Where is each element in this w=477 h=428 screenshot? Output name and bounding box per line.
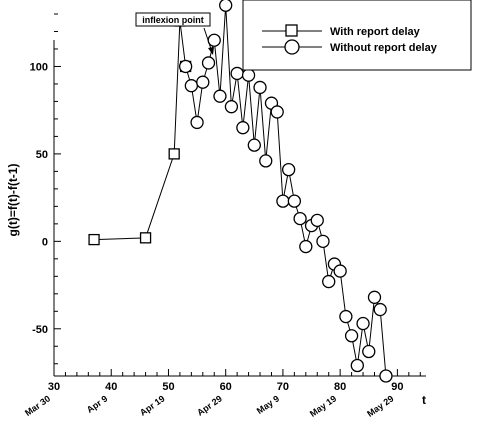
legend-box: [242, 0, 472, 71]
data-point-circle: [224, 100, 239, 114]
data-point-circle: [379, 369, 393, 383]
date-label: May 19: [308, 393, 338, 418]
series-line: [94, 20, 187, 241]
x-tick-label: 80: [334, 381, 346, 393]
x-tick-label: 90: [391, 381, 403, 393]
data-point-circle: [333, 264, 347, 278]
y-tick-label: -50: [32, 324, 48, 336]
data-point-circle: [247, 138, 261, 152]
data-point-circle: [299, 239, 313, 254]
series-with-report-delay: [88, 15, 192, 246]
data-point-circle: [270, 105, 284, 119]
data-point-circle: [236, 121, 250, 135]
date-label: Apr 29: [195, 393, 224, 417]
data-point-circle: [196, 75, 210, 89]
legend-label-without-delay: Without report delay: [330, 42, 438, 54]
axes: 30 40 50 60 70 80 90 Mar 30 Apr 9 Apr 19 Apr 29 May…: [23, 13, 426, 419]
data-point-circle: [276, 194, 290, 208]
data-point-square: [88, 233, 100, 246]
data-point-square: [168, 148, 180, 160]
data-point-circle: [190, 115, 204, 130]
data-point-circle: [367, 290, 382, 304]
data-point-circle: [213, 89, 227, 103]
data-point-circle: [322, 274, 336, 289]
data-point-circle: [219, 0, 233, 12]
data-point-circle: [207, 33, 221, 47]
date-label: May 9: [255, 393, 281, 416]
data-point-square: [139, 232, 152, 244]
x-tick-label: 50: [162, 381, 174, 393]
series-without-report-delay: [178, 0, 393, 383]
data-point-circle: [178, 59, 193, 74]
y-tick-label: 100: [30, 61, 48, 73]
legend-label-with-delay: With report delay: [330, 26, 421, 38]
legend: With report delay Without report delay: [242, 0, 472, 71]
date-label: Apr 9: [85, 393, 110, 414]
series-layer: [88, 0, 393, 383]
legend-square-marker: [285, 24, 298, 37]
data-point-circle: [281, 162, 296, 177]
annotation-box: [135, 12, 211, 27]
data-point-circle: [287, 194, 302, 208]
data-point-circle: [293, 211, 307, 226]
x-axis-label: t: [422, 393, 426, 407]
annotation-text: inflexion point: [142, 15, 204, 25]
data-point-circle: [241, 68, 256, 82]
y-tick-label: 0: [42, 236, 48, 248]
date-label: Mar 30: [23, 393, 52, 418]
date-label: Apr 19: [138, 393, 167, 417]
data-point-circle: [259, 154, 273, 168]
data-point-circle: [230, 66, 244, 81]
data-point-circle: [373, 302, 387, 317]
data-point-circle: [201, 56, 216, 70]
x-tick-label: 60: [220, 381, 232, 393]
data-point-circle: [339, 309, 353, 324]
x-tick-label: 70: [277, 381, 289, 393]
data-point-circle: [350, 358, 364, 373]
y-axis-label: g(t)=f(t)-f(t-1): [6, 164, 20, 237]
data-point-circle: [344, 329, 359, 343]
data-point-circle: [316, 234, 330, 248]
x-tick-label: 40: [105, 381, 117, 393]
data-point-circle: [310, 213, 324, 228]
data-point-circle: [356, 316, 370, 331]
x-tick-label: 30: [48, 381, 60, 393]
legend-circle-marker: [284, 39, 300, 55]
annotation-arrowhead: [208, 47, 214, 55]
data-point-circle: [184, 79, 199, 93]
data-point-circle: [253, 80, 267, 95]
annotation: inflexion point: [135, 12, 214, 55]
data-point-circle: [362, 344, 376, 359]
y-tick-label: 50: [36, 149, 48, 161]
annotation-arrow: [203, 27, 212, 50]
date-label: May 29: [365, 393, 395, 418]
